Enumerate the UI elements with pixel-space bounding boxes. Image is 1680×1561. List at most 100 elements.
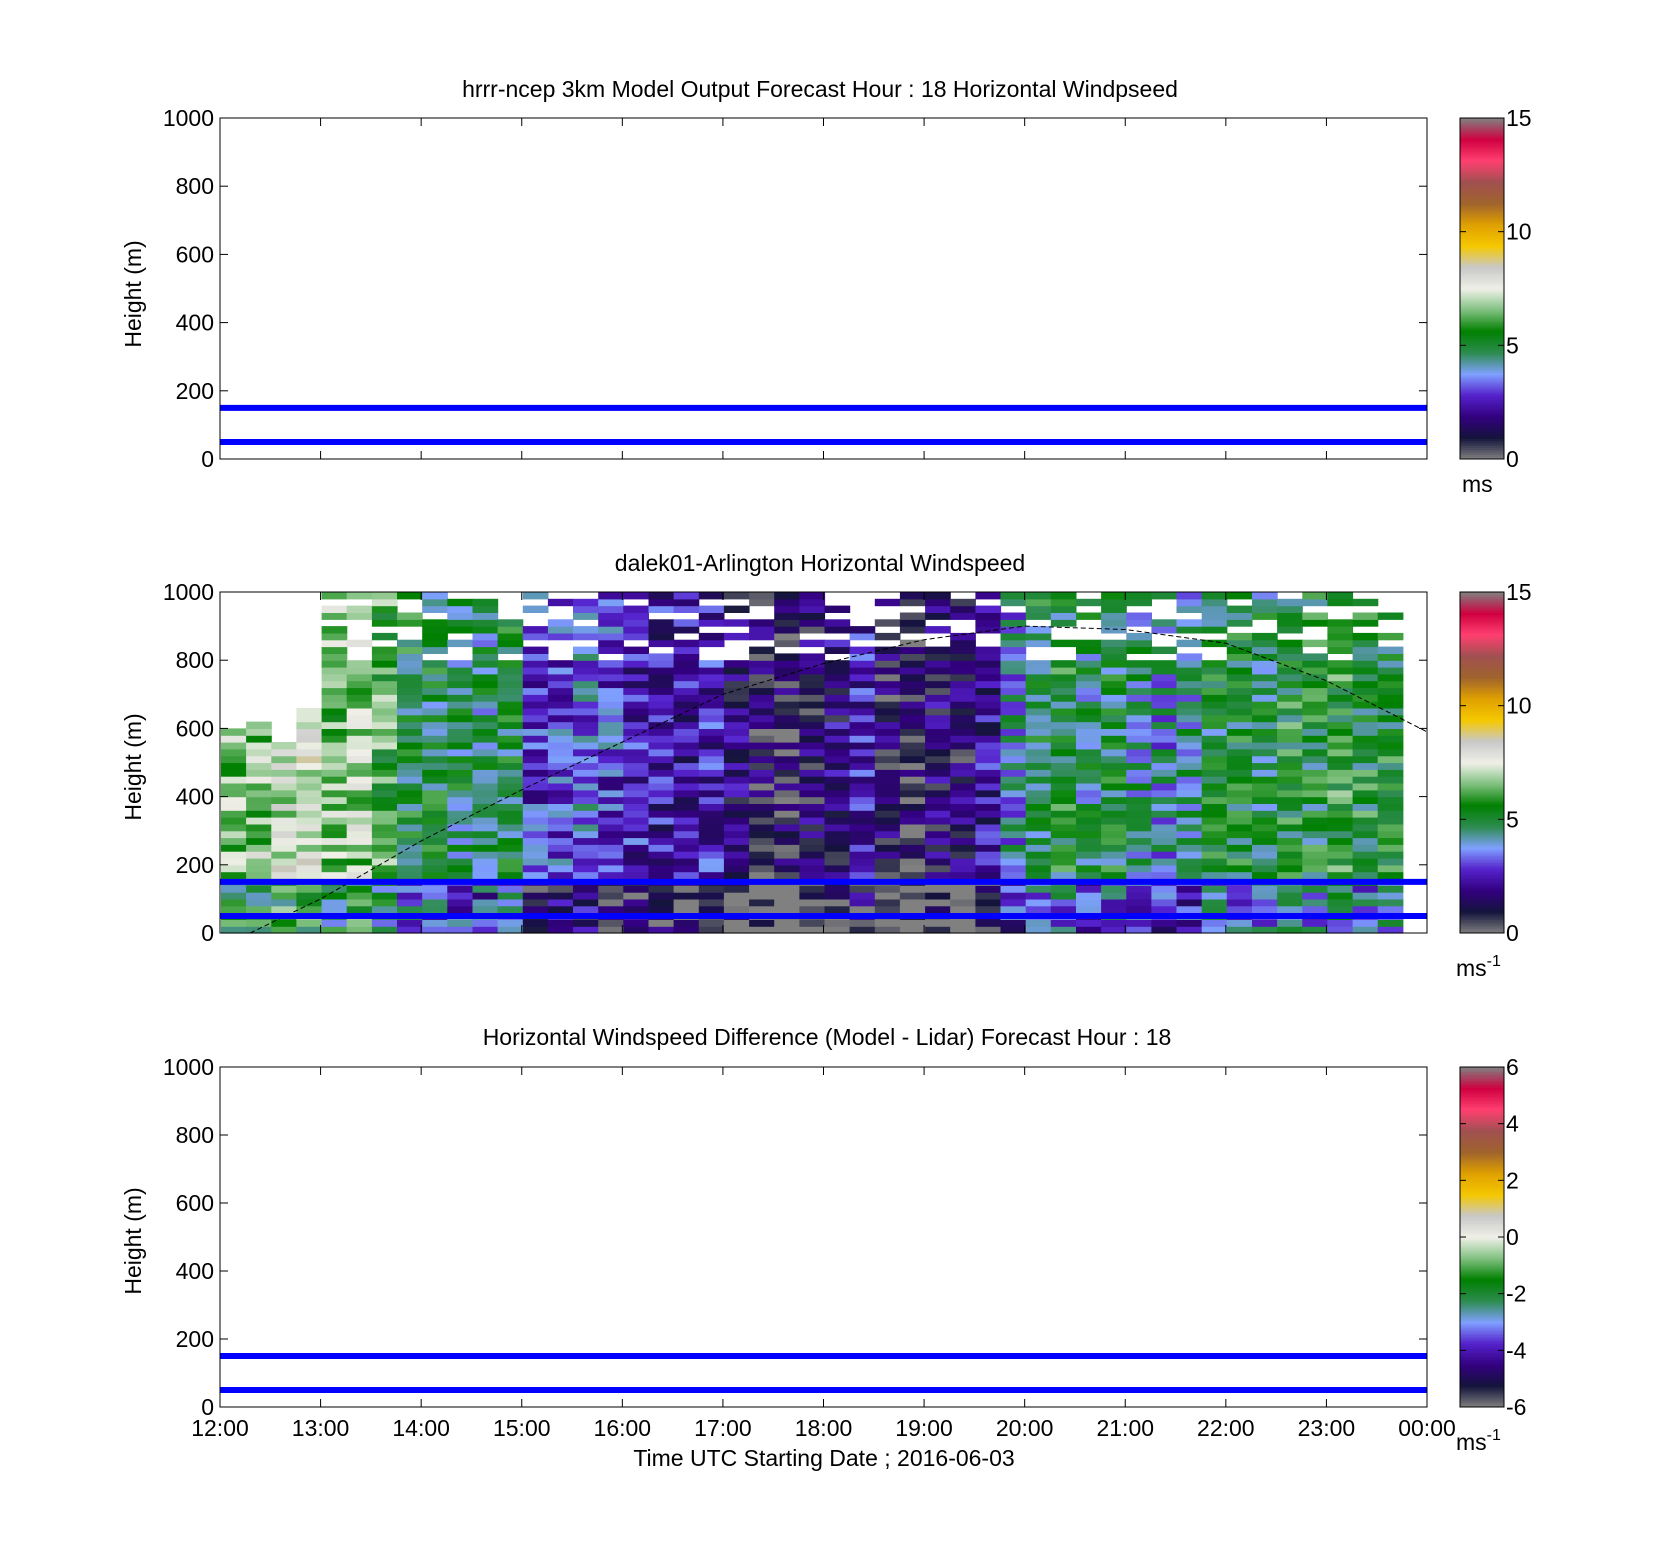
heatmap-cell xyxy=(497,789,524,798)
heatmap-cell xyxy=(1302,680,1328,689)
heatmap-cell xyxy=(824,728,851,736)
heatmap-cell xyxy=(1277,762,1303,770)
heatmap-cell xyxy=(1151,783,1178,791)
heatmap-cell xyxy=(447,810,473,818)
heatmap-cell xyxy=(1101,776,1127,784)
heatmap-cell xyxy=(1277,858,1303,866)
heatmap-cell xyxy=(472,796,499,804)
heatmap-cell xyxy=(749,735,775,743)
heatmap-cell xyxy=(397,885,423,893)
heatmap-cell xyxy=(598,619,624,627)
heatmap-cell xyxy=(1151,858,1178,866)
heatmap-cell xyxy=(1302,864,1328,873)
heatmap-cell xyxy=(824,721,851,729)
heatmap-cell xyxy=(673,728,700,736)
heatmap-cell xyxy=(774,892,800,900)
heatmap-cell xyxy=(472,830,499,839)
heatmap-cell xyxy=(321,592,348,600)
heatmap-cell xyxy=(1201,612,1228,620)
heatmap-cell xyxy=(1025,844,1052,852)
heatmap-cell xyxy=(1352,796,1379,804)
heatmap-cell xyxy=(497,837,524,845)
heatmap-cell xyxy=(1050,598,1077,607)
heatmap-cell xyxy=(648,885,675,893)
heatmap-cell xyxy=(1076,789,1102,798)
colorbar-segment xyxy=(1460,605,1504,609)
heatmap-cell xyxy=(321,885,348,893)
colorbar-segment xyxy=(1460,1241,1504,1245)
heatmap-cell xyxy=(849,776,876,784)
heatmap-cell xyxy=(824,742,851,750)
heatmap-cell xyxy=(346,844,373,852)
colorbar-segment xyxy=(1460,1363,1504,1367)
heatmap-cell xyxy=(573,687,599,695)
colorbar-segment xyxy=(1460,819,1504,823)
heatmap-cell xyxy=(950,728,976,736)
colorbar-segment xyxy=(1460,172,1504,176)
y-tick-label: 200 xyxy=(176,852,214,878)
heatmap-cell xyxy=(1302,592,1328,600)
colorbar-segment xyxy=(1460,1071,1504,1075)
heatmap-cell xyxy=(673,830,700,839)
heatmap-cell xyxy=(874,776,901,784)
colorbar-segment xyxy=(1460,1094,1504,1097)
colorbar-segment xyxy=(1460,1350,1504,1354)
heatmap-cell xyxy=(1050,619,1077,627)
heatmap-cell xyxy=(799,789,826,798)
heatmap-cell xyxy=(422,687,448,695)
heatmap-cell xyxy=(547,905,574,914)
colorbar-segment xyxy=(1460,919,1504,923)
colorbar-segment xyxy=(1460,229,1504,233)
heatmap-cell xyxy=(648,769,675,777)
heatmap-cell xyxy=(749,714,775,723)
colorbar-segment xyxy=(1460,1085,1504,1088)
heatmap-cell xyxy=(497,864,524,873)
heatmap-cell xyxy=(950,871,976,879)
heatmap-cell xyxy=(799,653,826,661)
heatmap-cell xyxy=(1352,707,1379,716)
colorbar-segment xyxy=(1460,1275,1504,1279)
heatmap-cell xyxy=(1176,851,1203,859)
heatmap-cell xyxy=(598,694,624,702)
heatmap-cell xyxy=(673,885,700,893)
heatmap-cell xyxy=(1277,735,1303,743)
heatmap-cell xyxy=(1050,851,1077,859)
heatmap-cell xyxy=(774,701,800,709)
heatmap-cell xyxy=(1226,742,1253,750)
heatmap-cell xyxy=(271,769,297,777)
x-tick-label: 18:00 xyxy=(795,1415,853,1441)
heatmap-cell xyxy=(698,687,725,695)
heatmap-cell xyxy=(698,735,725,743)
colorbar-segment xyxy=(1460,742,1504,745)
heatmap-cell xyxy=(1025,605,1052,613)
heatmap-cell xyxy=(321,851,348,859)
heatmap-cell xyxy=(1101,748,1127,757)
heatmap-cell xyxy=(522,646,549,654)
heatmap-cell xyxy=(321,667,348,675)
heatmap-cell xyxy=(849,810,876,818)
colorbar-segment xyxy=(1460,612,1504,616)
colorbar-segment xyxy=(1460,910,1504,914)
heatmap-cell xyxy=(296,926,323,934)
heatmap-cell xyxy=(1151,619,1178,627)
heatmap-cell xyxy=(723,783,750,791)
heatmap-cell xyxy=(321,626,348,634)
heatmap-cell xyxy=(874,823,901,832)
heatmap-cell xyxy=(1226,660,1253,668)
colorbar-segment xyxy=(1460,1166,1504,1170)
colorbar-segment xyxy=(1460,1339,1504,1342)
heatmap-cell xyxy=(1076,714,1102,723)
heatmap-cell xyxy=(1151,660,1178,668)
heatmap-cell xyxy=(824,919,851,927)
heatmap-cell xyxy=(623,796,649,804)
colorbar-segment xyxy=(1460,1286,1504,1290)
colorbar-segment xyxy=(1460,427,1504,430)
heatmap-cell xyxy=(799,858,826,866)
heatmap-cell xyxy=(925,837,951,845)
colorbar-segment xyxy=(1460,138,1504,142)
heatmap-cell xyxy=(1327,885,1354,893)
heatmap-cell xyxy=(1302,639,1328,648)
colorbar-segment xyxy=(1460,147,1504,151)
heatmap-cell xyxy=(1327,667,1354,675)
heatmap-cell xyxy=(874,748,901,757)
